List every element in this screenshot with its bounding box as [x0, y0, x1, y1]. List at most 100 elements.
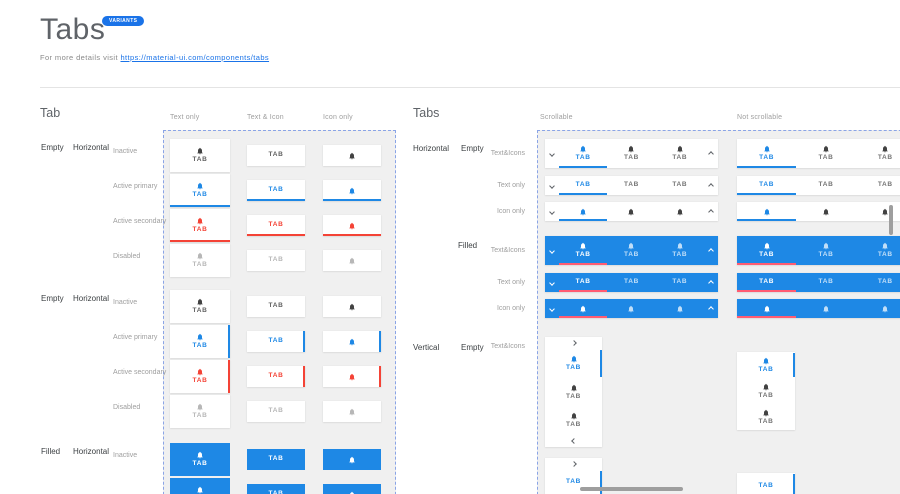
chevron-right-icon[interactable] [704, 273, 718, 292]
tab[interactable]: TAB [737, 273, 797, 292]
tab[interactable]: TAB [247, 145, 305, 166]
tab[interactable]: TAB [170, 395, 230, 428]
chevron-down-icon[interactable] [545, 435, 602, 447]
tab[interactable]: TAB [170, 209, 230, 242]
tab[interactable]: TAB [170, 325, 230, 358]
tab[interactable]: TAB [656, 273, 704, 292]
tab[interactable] [323, 449, 381, 470]
chevron-left-icon[interactable] [545, 202, 559, 221]
tab[interactable]: TAB [607, 236, 655, 265]
tab[interactable]: TAB [170, 360, 230, 393]
tab[interactable]: TAB [856, 176, 900, 195]
chevron-right-icon[interactable] [704, 202, 718, 221]
tab[interactable]: TAB [737, 378, 795, 404]
tab[interactable]: TAB [247, 401, 305, 422]
tab[interactable]: TAB [545, 470, 602, 494]
tab[interactable]: TAB [247, 180, 305, 201]
tab[interactable] [323, 250, 381, 271]
tab[interactable]: TAB [559, 273, 608, 292]
tab[interactable]: TAB [856, 236, 900, 265]
tab[interactable]: TAB [607, 176, 655, 195]
tab[interactable]: TAB [247, 215, 305, 236]
tab[interactable] [856, 299, 900, 318]
left-section-heading: Tab [40, 106, 61, 120]
tab[interactable]: TAB [737, 236, 797, 265]
tab[interactable]: TAB [559, 176, 608, 195]
chevron-right-icon[interactable] [704, 176, 718, 195]
tab-label: TAB [624, 181, 639, 189]
tab[interactable] [737, 202, 797, 221]
tab[interactable]: TAB [247, 331, 305, 352]
tab[interactable] [656, 299, 704, 318]
tab[interactable]: TAB [559, 139, 608, 168]
tab[interactable]: TAB [247, 484, 305, 494]
chevron-left-icon[interactable] [545, 299, 559, 318]
tab[interactable]: TAB [796, 273, 855, 292]
tab[interactable] [323, 331, 381, 352]
tab[interactable]: TAB [170, 443, 230, 476]
tab[interactable] [323, 366, 381, 387]
horizontal-scrollbar[interactable] [580, 487, 683, 491]
tab[interactable] [656, 202, 704, 221]
tab[interactable]: TAB [796, 236, 855, 265]
tab[interactable] [607, 202, 655, 221]
tab[interactable] [607, 299, 655, 318]
tab[interactable]: TAB [247, 366, 305, 387]
tab[interactable]: TAB [737, 176, 797, 195]
chevron-right-icon[interactable] [704, 236, 718, 265]
tab[interactable] [323, 296, 381, 317]
tab[interactable]: TAB [737, 139, 797, 168]
content-label: Text&Icons [490, 150, 525, 157]
chevron-left-icon[interactable] [545, 176, 559, 195]
bell-icon [763, 145, 771, 153]
tab[interactable] [856, 202, 900, 221]
tab[interactable]: TAB [170, 174, 230, 207]
tab[interactable]: TAB [856, 139, 900, 168]
tab[interactable]: TAB [796, 139, 855, 168]
tab[interactable]: TAB [170, 290, 230, 323]
tab[interactable]: TAB [545, 406, 602, 435]
chevron-right-icon[interactable] [704, 139, 718, 168]
chevron-left-icon[interactable] [545, 236, 559, 265]
tab[interactable]: TAB [170, 139, 230, 172]
tab[interactable]: TAB [545, 349, 602, 378]
tab-label: TAB [758, 482, 774, 490]
tabs-bar-static: TAB TAB TAB [737, 273, 900, 292]
tab[interactable]: TAB [737, 404, 795, 430]
chevron-right-icon[interactable] [704, 299, 718, 318]
tab[interactable]: TAB [656, 176, 704, 195]
tab[interactable] [323, 215, 381, 236]
tab[interactable]: TAB [170, 244, 230, 277]
docs-link[interactable]: https://material-ui.com/components/tabs [120, 53, 270, 62]
tab[interactable] [323, 180, 381, 201]
tab[interactable]: TAB [559, 236, 608, 265]
tab[interactable] [796, 202, 855, 221]
tab[interactable]: TAB [607, 139, 655, 168]
tab-label: TAB [566, 421, 581, 429]
tab[interactable]: TAB [247, 296, 305, 317]
tab[interactable]: TAB [656, 236, 704, 265]
vertical-scrollbar[interactable] [889, 205, 893, 235]
chevron-left-icon[interactable] [545, 139, 559, 168]
tab[interactable]: TAB [656, 139, 704, 168]
tab[interactable]: TAB [607, 273, 655, 292]
tab[interactable]: TAB [247, 449, 305, 470]
chevron-up-icon[interactable] [545, 458, 602, 470]
tab[interactable]: TAB [796, 176, 855, 195]
tab[interactable] [796, 299, 855, 318]
tab[interactable] [323, 401, 381, 422]
tab[interactable] [559, 202, 608, 221]
tab[interactable]: TAB [737, 352, 795, 378]
tab[interactable]: TAB [247, 250, 305, 271]
tab[interactable]: TAB [545, 378, 602, 407]
tab[interactable]: TAB [856, 273, 900, 292]
bell-icon [676, 145, 684, 153]
chevron-up-icon[interactable] [545, 337, 602, 349]
tab[interactable]: TAB [737, 473, 795, 494]
tab[interactable]: TAB [170, 478, 230, 494]
tab[interactable] [323, 484, 381, 494]
chevron-left-icon[interactable] [545, 273, 559, 292]
tab[interactable] [323, 145, 381, 166]
tab[interactable] [559, 299, 608, 318]
tab[interactable] [737, 299, 797, 318]
